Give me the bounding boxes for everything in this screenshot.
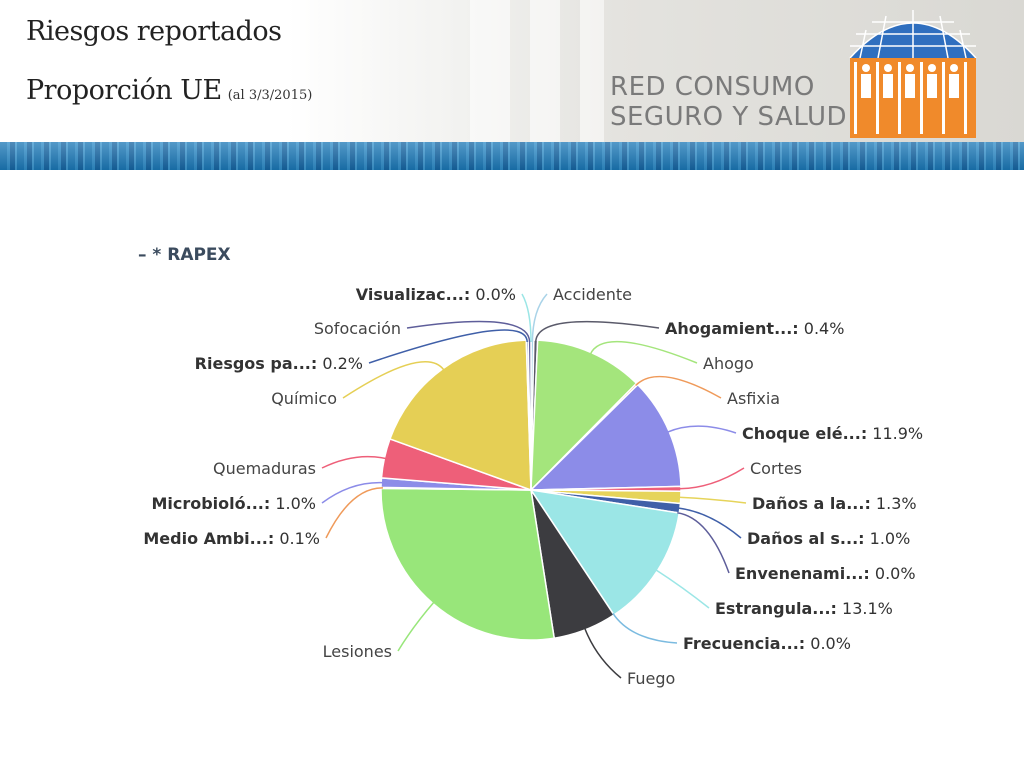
slice-label: Choque elé...: 11.9% bbox=[742, 424, 923, 443]
slice-label: Ahogamient...: 0.4% bbox=[665, 319, 844, 338]
slide-subtitle: Proporción UE (al 3/3/2015) bbox=[26, 75, 312, 106]
slice-label: Asfixia bbox=[727, 389, 780, 408]
slice-label: Envenenami...: 0.0% bbox=[735, 564, 916, 583]
slice-label: Cortes bbox=[750, 459, 802, 478]
background-column bbox=[580, 0, 604, 142]
leader-line bbox=[321, 481, 384, 504]
leader-line bbox=[342, 361, 445, 399]
leader-line bbox=[589, 340, 698, 364]
leader-line bbox=[325, 487, 384, 539]
slice-label: Estrangula...: 13.1% bbox=[715, 599, 893, 618]
leader-line bbox=[635, 375, 722, 399]
leader-line bbox=[321, 455, 387, 469]
leader-line bbox=[677, 507, 742, 539]
slide-title: Riesgos reportados bbox=[26, 16, 282, 47]
brand-name: RED CONSUMO SEGURO Y SALUD bbox=[610, 72, 847, 132]
brand-line-1: RED CONSUMO bbox=[610, 72, 815, 102]
slide-header: Riesgos reportados Proporción UE (al 3/3/… bbox=[0, 0, 1024, 142]
slice-label: Quemaduras bbox=[213, 459, 316, 478]
slice-label: Químico bbox=[271, 389, 337, 408]
leader-line bbox=[534, 320, 660, 343]
slice-label: Daños al s...: 1.0% bbox=[747, 529, 910, 548]
pie-slice[interactable] bbox=[380, 487, 556, 641]
slice-label: Fuego bbox=[627, 669, 675, 688]
slice-label: Ahogo bbox=[703, 354, 754, 373]
leader-line bbox=[655, 569, 710, 609]
leader-line bbox=[521, 293, 532, 343]
subtitle-date: (al 3/3/2015) bbox=[227, 88, 313, 103]
slice-label: Riesgos pa...: 0.2% bbox=[195, 354, 363, 373]
leader-line bbox=[531, 293, 548, 343]
leader-line bbox=[612, 612, 678, 644]
background-column bbox=[470, 0, 510, 142]
slice-label: Medio Ambi...: 0.1% bbox=[143, 529, 320, 548]
leader-line bbox=[583, 627, 622, 679]
background-column bbox=[530, 0, 560, 142]
slice-label: Visualizac...: 0.0% bbox=[356, 285, 516, 304]
subtitle-text: Proporción UE bbox=[26, 75, 222, 106]
leader-line bbox=[406, 320, 531, 343]
brand-line-2: SEGURO Y SALUD bbox=[610, 102, 848, 132]
slice-label: Accidente bbox=[553, 285, 632, 304]
leader-line bbox=[677, 511, 730, 574]
header-stripe bbox=[0, 142, 1024, 170]
leader-line bbox=[678, 496, 747, 504]
legend-title: – * RAPEX bbox=[138, 245, 231, 265]
leader-line bbox=[667, 425, 737, 434]
slice-label: Daños a la...: 1.3% bbox=[752, 494, 917, 513]
slice-label: Microbioló...: 1.0% bbox=[151, 494, 316, 513]
leader-line bbox=[397, 601, 435, 652]
slice-label: Sofocación bbox=[314, 319, 401, 338]
slice-label: Frecuencia...: 0.0% bbox=[683, 634, 851, 653]
umbrella-logo-icon bbox=[849, 10, 977, 138]
leader-line bbox=[368, 329, 528, 364]
slice-label: Lesiones bbox=[323, 642, 392, 661]
leader-line bbox=[678, 467, 745, 490]
